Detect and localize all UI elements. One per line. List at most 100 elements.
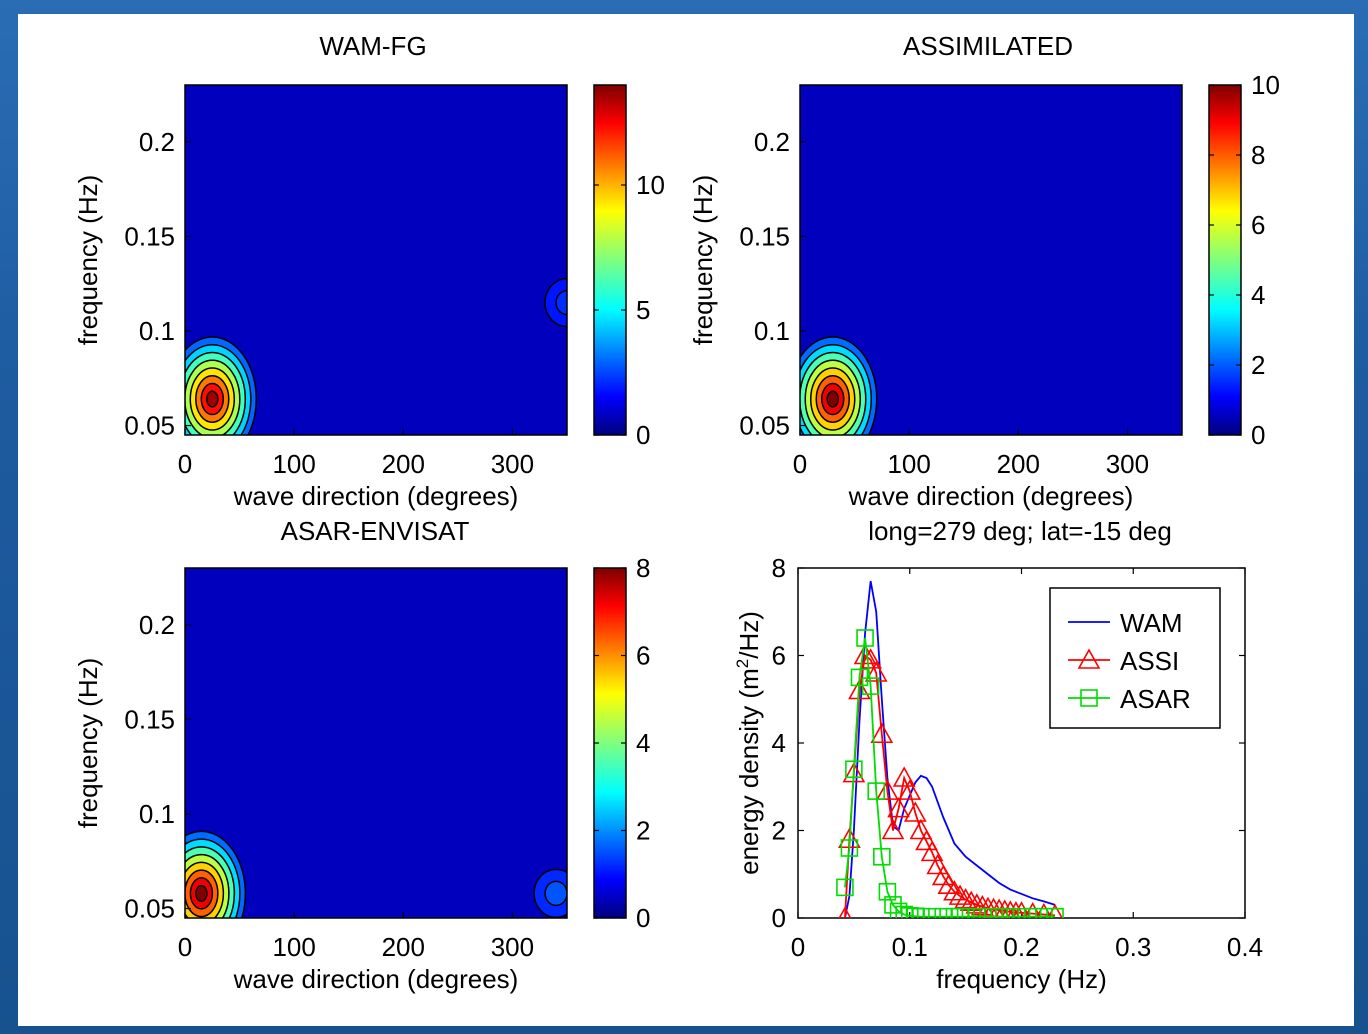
data-point	[920, 840, 944, 862]
data-point	[1012, 901, 1031, 918]
y-tick-label: 6	[772, 641, 786, 671]
axes-box	[799, 84, 1183, 436]
contour-level	[206, 390, 219, 408]
colorbar-tick-label: 2	[636, 816, 650, 846]
data-point	[915, 829, 938, 851]
data-point	[967, 907, 986, 918]
x-tick-label: 200	[382, 449, 425, 479]
y-tick-label: 0.1	[139, 799, 175, 829]
data-point	[864, 661, 888, 682]
contour-plot-2: 0 100 200 300 0.05 0.1 0.15 0.2 ASAR-ENVISAT wave…	[73, 516, 568, 994]
data-point	[856, 629, 874, 647]
y-tick-label: 0.05	[739, 411, 790, 441]
data-point	[873, 847, 891, 866]
colorbar-tick-label: 10	[1251, 70, 1280, 100]
colorbar-2: 0 2 4 6 8	[593, 553, 650, 933]
data-point	[1046, 907, 1064, 918]
data-point	[1001, 907, 1020, 918]
y-axis-label: frequency (Hz)	[688, 175, 718, 346]
series-wam	[844, 580, 1056, 918]
data-point	[1047, 903, 1063, 918]
x-tick-label: 0	[793, 449, 807, 479]
y-tick-label: 8	[772, 553, 786, 583]
y-tick-label: 0	[772, 903, 786, 933]
data-point	[887, 796, 910, 818]
colorbar-tick-label: 5	[636, 295, 650, 325]
colorbar-gradient	[593, 567, 627, 919]
contour-level	[544, 880, 567, 907]
legend-box	[1049, 587, 1221, 729]
plot-title: long=279 deg; lat=-15 deg	[868, 516, 1172, 546]
plot-title: ASSIMILATED	[903, 31, 1073, 61]
colorbar-tick-label: 6	[1251, 210, 1265, 240]
data-point	[884, 896, 902, 914]
data-point	[1006, 901, 1026, 918]
axes-box	[184, 567, 568, 919]
y-tick-label: 0.05	[124, 411, 175, 441]
data-point	[870, 722, 894, 744]
data-point	[954, 887, 977, 909]
axes-box	[184, 84, 568, 436]
y-tick-label: 0.15	[124, 221, 175, 251]
x-axis-label: wave direction (degrees)	[233, 964, 519, 994]
data-point	[971, 894, 994, 916]
y-tick-label: 0.15	[124, 704, 175, 734]
contour-level	[555, 289, 567, 316]
data-point	[979, 907, 997, 918]
colorbar-tick-label: 8	[636, 553, 650, 583]
contour-peak	[533, 868, 567, 918]
data-point	[853, 643, 877, 665]
data-point	[878, 882, 897, 901]
x-tick-label: 0.4	[1227, 932, 1263, 962]
contour-peak	[185, 830, 247, 918]
x-tick-label: 200	[382, 932, 425, 962]
x-tick-label: 0.3	[1115, 932, 1151, 962]
series-line	[844, 580, 1056, 918]
x-axis-label: wave direction (degrees)	[848, 481, 1134, 511]
data-point	[965, 893, 989, 914]
data-point	[1012, 907, 1031, 918]
y-axis-label: energy density (m2/Hz)	[733, 611, 764, 875]
x-tick-label: 100	[272, 449, 315, 479]
x-tick-label: 0.2	[1003, 932, 1039, 962]
data-point	[923, 907, 941, 918]
colorbar-tick-label: 10	[636, 170, 665, 200]
x-axis-label: frequency (Hz)	[936, 964, 1107, 994]
data-point	[836, 878, 854, 897]
y-tick-label: 0.05	[124, 894, 175, 924]
x-axis-label: wave direction (degrees)	[233, 481, 519, 511]
data-point	[948, 884, 972, 905]
data-point	[848, 678, 871, 700]
data-point	[994, 899, 1016, 918]
x-tick-label: 200	[997, 449, 1040, 479]
y-tick-label: 0.15	[739, 221, 790, 251]
data-point	[1000, 900, 1021, 918]
colorbar-tick-label: 4	[1251, 280, 1265, 310]
y-tick-label: 0.2	[754, 127, 790, 157]
colorbar-tick-label: 0	[1251, 420, 1265, 450]
legend-entry: WAM	[1120, 608, 1183, 638]
colorbar-tick-label: 0	[636, 903, 650, 933]
colorbar-tick-label: 8	[1251, 140, 1265, 170]
data-point	[840, 839, 859, 857]
x-tick-label: 300	[491, 449, 534, 479]
x-tick-label: 100	[887, 449, 930, 479]
x-tick-label: 100	[272, 932, 315, 962]
contour-field	[185, 568, 567, 918]
contour-plot-1: 0 100 200 300 0.05 0.1 0.15 0.2 ASSIMILATED wave …	[688, 31, 1183, 511]
colorbar-tick-label: 6	[636, 641, 650, 671]
contour-peak	[185, 336, 258, 435]
y-axis-label: frequency (Hz)	[73, 175, 103, 346]
colorbar-gradient	[593, 84, 627, 436]
x-tick-label: 300	[1106, 449, 1149, 479]
colorbar-1: 0 2 4 6 8 10	[1208, 70, 1280, 450]
contour-level	[195, 884, 208, 902]
series-asar	[836, 629, 1064, 918]
data-point	[926, 853, 950, 875]
x-tick-label: 300	[491, 932, 534, 962]
contour-peak	[544, 277, 567, 328]
y-axis-label: frequency (Hz)	[73, 658, 103, 829]
y-tick-label: 4	[772, 728, 786, 758]
legend-entry: ASSI	[1120, 646, 1179, 676]
